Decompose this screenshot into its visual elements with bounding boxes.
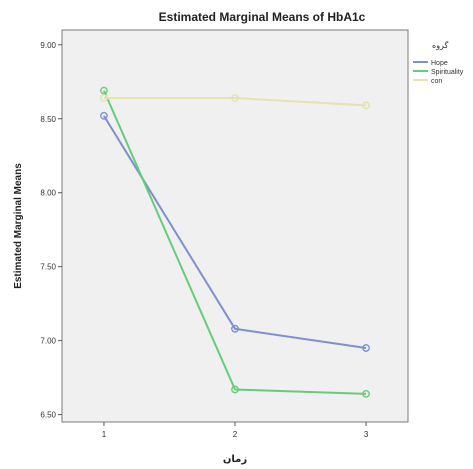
data-point: [100, 94, 108, 102]
data-point: [362, 389, 370, 398]
y-tick-label: 8.50: [40, 115, 56, 124]
y-axis-title: Estimated Marginal Means: [13, 163, 24, 289]
x-tick-label: 3: [364, 430, 369, 439]
y-tick-label: 6.50: [40, 411, 56, 420]
x-tick-label: 2: [233, 430, 238, 439]
series-layer: [100, 86, 370, 398]
series-line-0: [103, 115, 367, 349]
y-tick-label: 7.00: [40, 337, 56, 346]
y-tick-label: 7.50: [40, 263, 56, 272]
chart-title: Estimated Marginal Means of HbA1c: [159, 10, 366, 24]
plot-area: [61, 29, 409, 423]
series-line-2: [103, 97, 367, 107]
data-point: [100, 86, 108, 95]
y-tick-label: 8.00: [40, 189, 56, 198]
x-axis-title: زمان: [223, 454, 247, 465]
x-tick-label: 1: [102, 430, 107, 439]
data-point: [231, 94, 239, 102]
y-tick-label: 9.00: [40, 41, 56, 50]
legend-label: Spirituality: [431, 69, 464, 76]
legend-label: con: [431, 78, 442, 85]
legend-label: Hope: [431, 60, 448, 67]
data-point: [231, 324, 239, 333]
series-line-1: [102, 90, 367, 395]
data-point: [100, 111, 108, 120]
legend: گروه Hope Spirituality con: [413, 40, 464, 85]
data-point: [362, 101, 370, 110]
data-point: [231, 385, 239, 394]
y-axis: 6.50 7.00 7.50 8.00 8.50 9.00: [40, 41, 62, 420]
legend-title: گروه: [432, 40, 448, 50]
x-axis: 1 2 3: [102, 422, 369, 439]
data-point: [362, 344, 370, 352]
